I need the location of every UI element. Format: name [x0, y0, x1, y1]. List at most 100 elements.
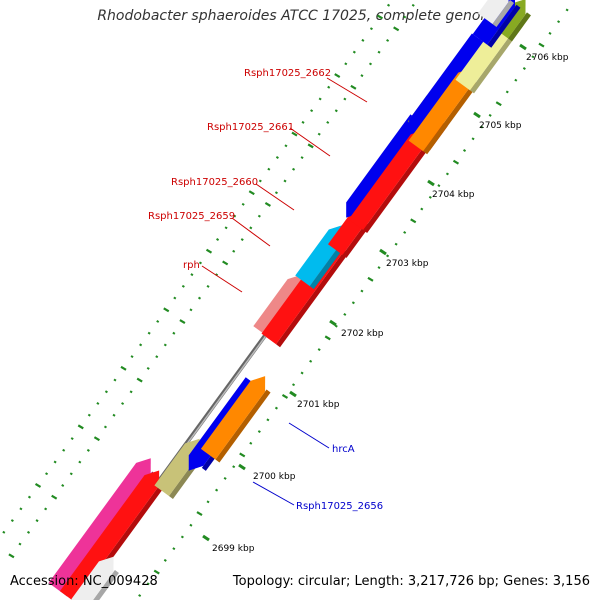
tick-mark [215, 488, 219, 492]
tick-mark [369, 27, 373, 31]
gene-label: Rsph17025_2662 [244, 68, 331, 79]
tick-mark [96, 401, 100, 405]
tick-mark [215, 273, 219, 277]
tick-mark [350, 84, 357, 90]
tick-mark [179, 319, 186, 324]
tick-mark [45, 472, 49, 476]
tick-mark [139, 343, 143, 347]
tick-mark [292, 167, 296, 171]
tick-mark [258, 179, 262, 183]
tick-mark [257, 430, 261, 434]
tick-mark [222, 260, 229, 266]
tick-mark [420, 207, 424, 211]
tick-mark [112, 413, 116, 417]
tick-mark [394, 242, 398, 246]
tick-mark [181, 284, 185, 288]
tick-mark [531, 55, 535, 59]
tick-mark [189, 308, 193, 312]
tick-mark [411, 3, 415, 7]
tick-mark [156, 320, 160, 323]
kbp-label: 2699 kbp [212, 544, 255, 554]
tick-mark [327, 85, 331, 89]
callout-lines [201, 77, 368, 506]
tick-mark [565, 8, 569, 12]
tick-mark [240, 238, 244, 242]
tick-mark [190, 273, 194, 277]
tick-mark [505, 90, 509, 94]
tick-mark [334, 73, 341, 78]
tick-mark [51, 494, 58, 500]
tick-mark [452, 159, 460, 165]
topology-info: Topology: circular; Length: 3,217,726 bp… [232, 574, 590, 589]
tick-mark [61, 484, 65, 487]
tick-mark [121, 402, 125, 405]
tick-mark [488, 113, 492, 117]
kbp-label: 2703 kbp [386, 259, 429, 269]
tick-mark [274, 191, 278, 195]
tick-mark [471, 137, 475, 141]
tick-mark [463, 149, 467, 152]
tick-mark [138, 594, 142, 597]
kbp-label: 2706 kbp [526, 53, 569, 63]
tick-mark [368, 62, 373, 66]
gene-label: Rsph17025_2659 [148, 211, 235, 222]
tick-rows [2, 3, 569, 597]
tick-mark [249, 441, 253, 445]
tick-mark [344, 62, 348, 66]
tick-mark [343, 312, 347, 316]
tick-mark [548, 31, 552, 35]
tick-mark [386, 254, 390, 258]
tick-mark [377, 266, 381, 270]
feature-orange-top [408, 67, 479, 155]
tick-mark [300, 156, 304, 160]
tick-mark [428, 195, 432, 199]
tick-mark [267, 167, 271, 171]
tick-mark [300, 371, 304, 375]
tick-mark [198, 261, 202, 265]
tick-mark [8, 553, 15, 559]
tick-mark [86, 448, 90, 452]
tick-mark [224, 226, 228, 230]
tick-mark [19, 507, 23, 511]
tick-mark [103, 425, 107, 429]
tick-mark [495, 101, 502, 107]
tick-mark [324, 335, 331, 341]
tick-mark [10, 519, 14, 523]
tick-mark [249, 226, 253, 230]
tick-mark [326, 120, 330, 124]
tick-mark [361, 38, 365, 42]
tick-mark [2, 530, 6, 534]
tick-mark [77, 424, 84, 430]
tick-mark [196, 511, 203, 516]
tick-mark [387, 3, 391, 7]
kbp-label: 2700 kbp [253, 472, 296, 482]
tick-mark [62, 448, 66, 452]
tick-mark [480, 125, 484, 129]
tick-mark [113, 378, 117, 382]
tick-mark [309, 359, 313, 363]
tick-mark [283, 179, 287, 183]
tick-mark [514, 78, 518, 82]
tick-mark [307, 143, 314, 149]
gene-label: Rsph17025_2661 [207, 122, 294, 133]
tick-mark [437, 184, 441, 188]
tick-mark [189, 523, 193, 527]
tick-mark [292, 383, 296, 387]
tick-mark [239, 452, 246, 458]
tick-mark [393, 26, 400, 32]
kbp-labels: 2699 kbp 2700 kbp 2701 kbp 2702 kbp 2703… [212, 53, 569, 554]
tick-mark [18, 542, 22, 546]
tick-mark [155, 355, 159, 359]
tick-mark [173, 296, 177, 300]
tick-mark [232, 249, 236, 253]
tick-mark [386, 39, 390, 42]
tick-mark [136, 377, 143, 383]
tick-mark [522, 67, 526, 70]
tick-mark [206, 500, 210, 504]
map-title: Rhodobacter sphaeroides ATCC 17025, comp… [97, 8, 503, 24]
tick-mark [129, 390, 133, 394]
tick-mark [334, 109, 338, 113]
tick-mark [163, 558, 167, 562]
gene-label: Rsph17025_2656 [296, 501, 383, 512]
